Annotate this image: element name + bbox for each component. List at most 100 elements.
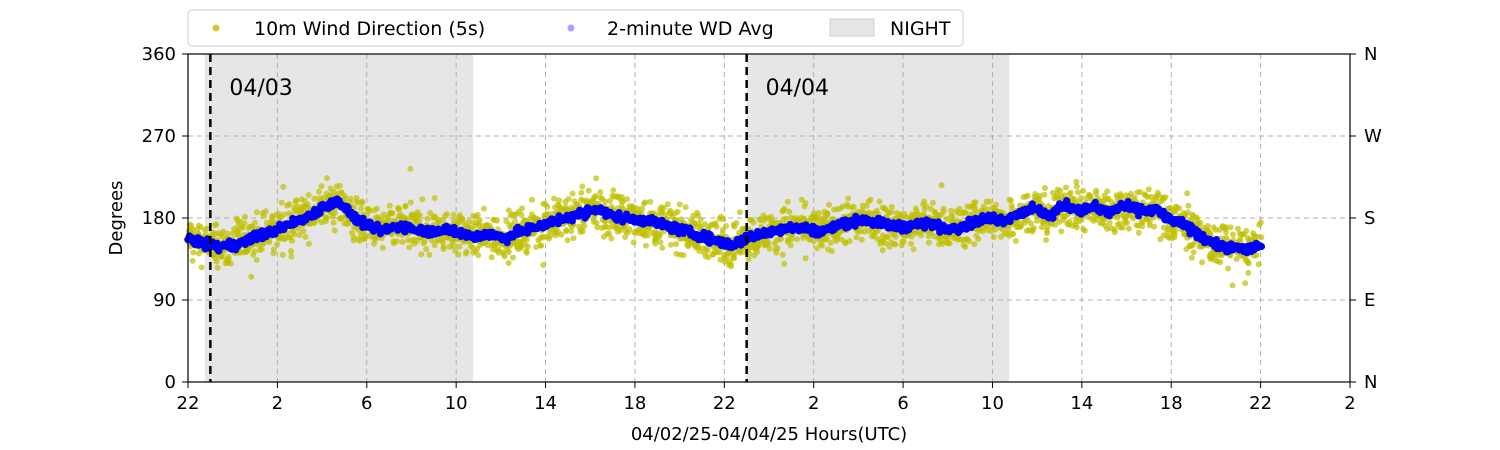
data-point	[845, 195, 852, 202]
data-point	[341, 193, 348, 200]
data-point	[295, 225, 302, 232]
data-point	[602, 198, 609, 205]
data-point	[428, 237, 435, 244]
data-point	[524, 243, 531, 250]
data-point	[858, 236, 865, 243]
data-point	[556, 197, 563, 204]
data-point	[296, 232, 303, 238]
data-point	[624, 196, 631, 203]
data-point	[1223, 229, 1230, 236]
y-tick-label: 90	[153, 290, 176, 311]
data-point	[302, 234, 309, 240]
data-point	[501, 253, 508, 260]
data-point	[431, 195, 438, 201]
data-point	[842, 239, 849, 246]
data-point	[593, 175, 600, 182]
data-point	[331, 227, 338, 234]
data-point	[523, 249, 530, 256]
data-point	[660, 204, 667, 211]
data-point	[280, 211, 287, 218]
data-point	[884, 234, 891, 241]
data-point	[427, 210, 434, 216]
data-point	[386, 202, 393, 209]
data-point	[705, 254, 712, 261]
x-tick-label: 2	[272, 393, 283, 414]
data-point	[630, 239, 637, 246]
data-point	[962, 243, 969, 250]
data-point	[291, 231, 298, 238]
data-point	[393, 238, 400, 245]
data-point	[474, 211, 481, 218]
data-point	[455, 251, 462, 258]
data-point	[961, 209, 968, 216]
y-tick-label: 360	[142, 44, 176, 65]
data-point	[827, 239, 834, 246]
x-tick-label: 10	[445, 393, 468, 414]
data-point	[579, 183, 586, 190]
data-point	[198, 264, 205, 271]
data-point	[597, 189, 604, 196]
data-point	[1049, 214, 1057, 222]
data-point	[652, 240, 659, 247]
data-point	[544, 203, 551, 210]
scatter-layer	[184, 165, 1266, 289]
data-point	[1257, 242, 1266, 251]
data-point	[1063, 184, 1069, 191]
data-point	[440, 246, 447, 252]
data-point	[1073, 178, 1080, 185]
data-point	[253, 209, 260, 216]
data-point	[1123, 219, 1130, 226]
data-point	[565, 196, 572, 202]
data-point	[720, 216, 727, 223]
data-point	[938, 182, 945, 189]
data-point	[260, 212, 267, 219]
data-point	[647, 198, 654, 205]
data-point	[1242, 280, 1249, 287]
data-point	[949, 213, 956, 220]
data-point	[859, 207, 866, 214]
data-point	[416, 217, 423, 224]
data-point	[1185, 202, 1192, 209]
data-point	[986, 198, 993, 205]
data-point	[540, 262, 547, 268]
data-point	[347, 195, 354, 202]
data-point	[568, 228, 575, 235]
data-point	[248, 273, 255, 280]
data-point	[270, 246, 277, 253]
data-point	[1137, 189, 1144, 195]
data-point	[242, 213, 248, 220]
data-point	[863, 203, 870, 209]
data-point	[551, 195, 558, 202]
data-point	[1204, 222, 1211, 229]
data-point	[738, 249, 745, 256]
data-point	[626, 226, 633, 232]
data-point	[1245, 260, 1252, 267]
data-point	[819, 242, 825, 249]
data-point	[396, 206, 403, 213]
data-point	[224, 230, 231, 237]
data-point	[1073, 224, 1080, 231]
data-point	[336, 182, 343, 189]
legend-box	[187, 9, 964, 47]
data-point	[813, 245, 820, 252]
data-point	[253, 256, 260, 263]
data-point	[992, 226, 999, 233]
data-point	[1135, 229, 1142, 236]
data-point	[1257, 219, 1264, 226]
data-point	[1073, 183, 1080, 190]
x-tick-label: 14	[534, 393, 557, 414]
data-point	[1184, 190, 1191, 197]
data-point	[697, 216, 704, 223]
data-point	[1024, 192, 1031, 199]
legend-marker	[567, 24, 575, 32]
data-point	[765, 240, 771, 247]
data-point	[533, 244, 540, 251]
data-point	[990, 234, 997, 241]
data-point	[733, 220, 740, 226]
data-point	[1006, 217, 1014, 225]
data-point	[966, 238, 972, 245]
data-point	[667, 241, 674, 248]
data-point	[476, 217, 483, 224]
data-point	[1255, 261, 1262, 268]
